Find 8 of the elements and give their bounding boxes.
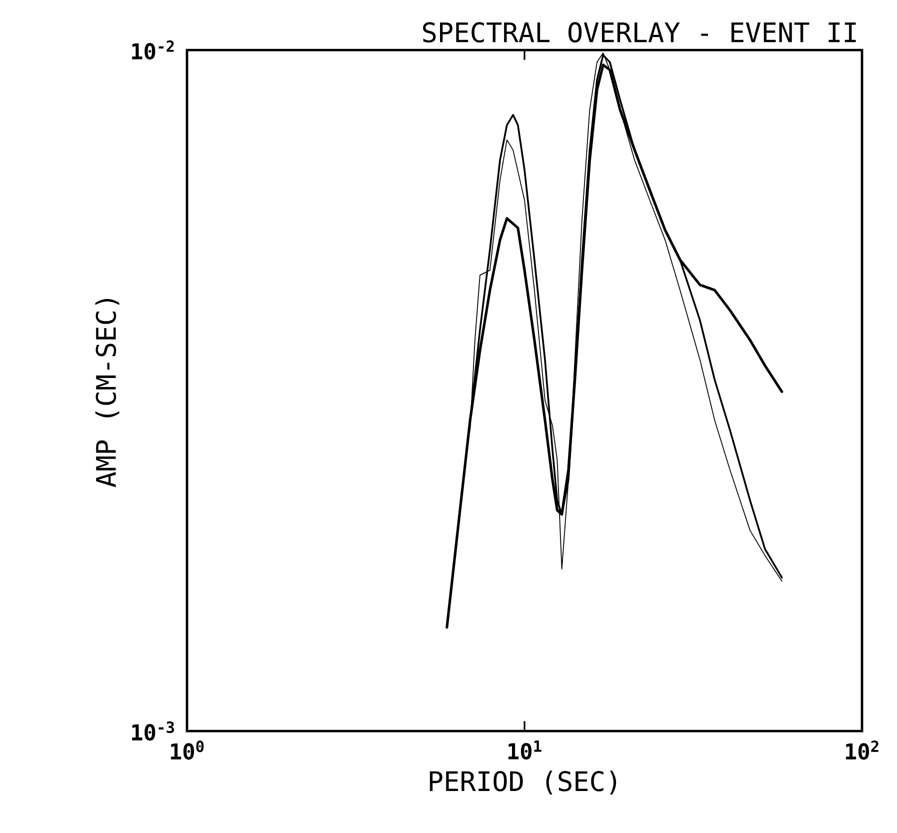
x-axis-title: PERIOD (SEC) [430,770,616,795]
y-axis-title: AMP (CM-SEC) [95,298,120,488]
y-tick-label: 10$^{-2}$ [132,40,174,60]
y-tick-label: 10$^{-3}$ [132,721,174,741]
chart-title: SPECTRAL OVERLAY - EVENT II [423,22,856,43]
x-tick-label: 10$^{0}$ [170,740,204,760]
x-tick-label: 10$^{1}$ [508,740,542,760]
x-tick-label: 10$^{2}$ [846,740,878,760]
